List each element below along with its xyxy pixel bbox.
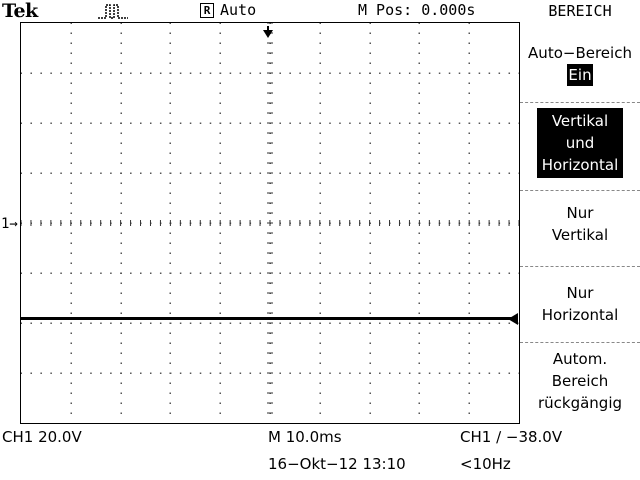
brand-logo: Tek: [2, 0, 38, 22]
ch1-ground-marker: 1→: [1, 216, 18, 232]
item-label-line: und: [565, 134, 595, 152]
trigger-frequency: <10Hz: [460, 455, 511, 473]
trigger-mode: Auto: [220, 1, 257, 19]
menu-divider: [520, 190, 640, 192]
menu-title: BEREICH: [548, 2, 612, 20]
auto-range-value: Ein: [567, 64, 593, 86]
menu-vertical-horizontal[interactable]: Vertikal und Horizontal: [520, 108, 640, 178]
datetime: 16−Okt−12 13:10: [268, 455, 406, 473]
menu-auto-range[interactable]: Auto−Bereich Ein: [520, 42, 640, 86]
trigger-position-marker: [263, 26, 273, 38]
ch1-trace: [20, 317, 514, 320]
timebase: M 10.0ms: [268, 428, 342, 446]
item-label-line: Vertikal: [551, 226, 609, 244]
ch1-scale: CH1 20.0V: [2, 428, 82, 446]
menu-divider: [520, 102, 640, 104]
item-label-line: rückgängig: [537, 394, 623, 412]
pulse-waveform-icon: [98, 4, 128, 19]
item-label-line: Bereich: [551, 372, 609, 390]
item-label-line: Nur: [566, 204, 594, 222]
item-label-line: Vertikal: [551, 112, 609, 130]
item-label-line: Autom.: [552, 350, 608, 368]
item-label-line: Horizontal: [541, 156, 619, 174]
menu-horizontal-only[interactable]: Nur Horizontal: [520, 282, 640, 326]
run-state-box: R: [200, 2, 214, 18]
menu-divider: [520, 342, 640, 344]
trigger-setting: CH1 ∕ −38.0V: [460, 428, 563, 446]
menu-undo-autorange[interactable]: Autom. Bereich rückgängig: [520, 348, 640, 414]
graticule-lines: [21, 23, 519, 414]
menu-vertical-only[interactable]: Nur Vertikal: [520, 202, 640, 246]
graticule: [20, 22, 520, 424]
acquisition-status: R Auto: [200, 1, 256, 19]
item-label-line: Horizontal: [541, 306, 619, 324]
auto-range-label: Auto−Bereich: [528, 44, 632, 62]
trigger-level-marker: [508, 313, 518, 325]
horizontal-position: M Pos: 0.000s: [358, 1, 476, 19]
menu-divider: [520, 266, 640, 268]
item-label-line: Nur: [566, 284, 594, 302]
